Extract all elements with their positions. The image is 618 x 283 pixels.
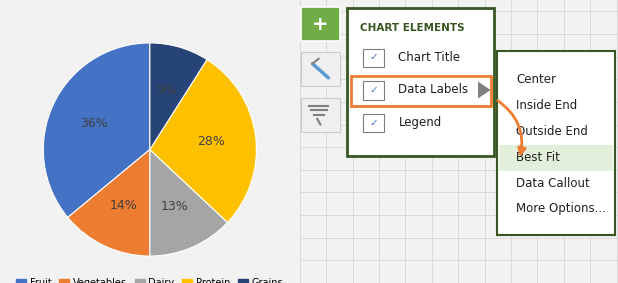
Text: +: + — [312, 14, 329, 34]
Text: ✓: ✓ — [370, 52, 378, 63]
Text: Data Callout: Data Callout — [516, 177, 590, 190]
Text: ✓: ✓ — [370, 85, 378, 95]
FancyBboxPatch shape — [350, 76, 491, 106]
FancyBboxPatch shape — [302, 98, 339, 132]
Text: 36%: 36% — [80, 117, 108, 130]
FancyBboxPatch shape — [347, 8, 494, 156]
Text: CHART ELEMENTS: CHART ELEMENTS — [360, 23, 465, 33]
Text: Data Labels: Data Labels — [399, 83, 468, 97]
FancyBboxPatch shape — [302, 7, 339, 41]
FancyBboxPatch shape — [497, 51, 615, 235]
Wedge shape — [150, 149, 227, 256]
Text: Center: Center — [516, 73, 556, 86]
Wedge shape — [150, 43, 207, 149]
Legend: Fruit, Vegetables, Dairy, Protein, Grains: Fruit, Vegetables, Dairy, Protein, Grain… — [12, 274, 287, 283]
Text: Chart Title: Chart Title — [399, 51, 460, 64]
Polygon shape — [478, 82, 491, 98]
FancyBboxPatch shape — [499, 145, 613, 171]
Text: 13%: 13% — [161, 200, 188, 213]
Title: Recommended Diet: Recommended Diet — [61, 0, 239, 1]
Wedge shape — [150, 59, 256, 222]
FancyBboxPatch shape — [302, 52, 339, 86]
Text: Outside End: Outside End — [516, 125, 588, 138]
FancyBboxPatch shape — [363, 81, 384, 100]
Wedge shape — [43, 43, 150, 217]
FancyBboxPatch shape — [363, 114, 384, 132]
FancyArrowPatch shape — [497, 101, 525, 154]
Text: More Options...: More Options... — [516, 202, 606, 215]
Text: 28%: 28% — [197, 135, 225, 148]
Text: Inside End: Inside End — [516, 99, 577, 112]
Text: Best Fit: Best Fit — [516, 151, 560, 164]
FancyBboxPatch shape — [363, 49, 384, 67]
Text: 9%: 9% — [157, 84, 177, 97]
Text: Legend: Legend — [399, 116, 442, 129]
Text: ✓: ✓ — [370, 117, 378, 128]
Wedge shape — [68, 149, 150, 256]
Text: 14%: 14% — [109, 199, 137, 212]
